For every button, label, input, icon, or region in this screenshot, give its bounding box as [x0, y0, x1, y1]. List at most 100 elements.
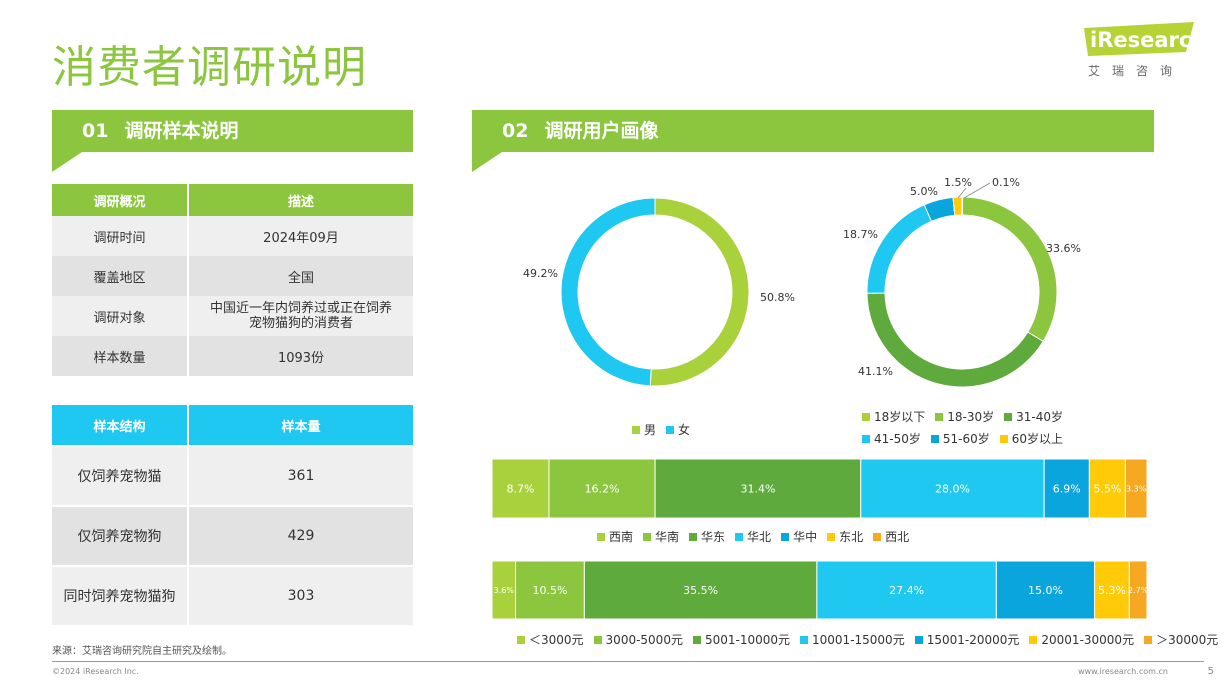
- age-leader-line: [963, 182, 991, 199]
- income-legend: ＜3000元 3000-5000元 5001-10000元 10001-15000元 1…: [517, 631, 1228, 648]
- table-row: 同时饲养宠物猫狗 303: [52, 565, 413, 625]
- region-bar-segment: [1043, 458, 1090, 519]
- age-leader-line: [957, 187, 967, 199]
- income-legend-item: 20001-30000元: [1029, 631, 1134, 648]
- table-cell: 仅饲养宠物猫: [52, 445, 187, 505]
- income-legend-item: 10001-15000元: [800, 631, 905, 648]
- table-header-row: 调研概况 描述: [52, 184, 413, 216]
- table-cell: 中国近一年内饲养过或正在饲养宠物猫狗的消费者: [187, 296, 413, 336]
- age-legend-label: 18-30岁: [947, 410, 995, 424]
- table-header-row: 样本结构 样本量: [52, 405, 413, 445]
- table-row: 调研对象 中国近一年内饲养过或正在饲养宠物猫狗的消费者: [52, 296, 413, 336]
- gender-data-label: 49.2%: [523, 267, 558, 280]
- page-number: 5: [1207, 666, 1214, 677]
- region-data-label: 5.5%: [1093, 483, 1121, 496]
- region-data-label: 6.9%: [1053, 483, 1081, 496]
- age-slice: [961, 196, 1058, 343]
- region-legend-label: 西北: [885, 530, 910, 544]
- region-data-label: 8.7%: [507, 483, 535, 496]
- region-legend-item: 华北: [735, 528, 771, 545]
- age-legend-label: 31-40岁: [1016, 410, 1064, 424]
- income-data-label: 3.6%: [494, 586, 515, 595]
- age-legend-label: 51-60岁: [942, 432, 990, 446]
- age-data-label: 41.1%: [858, 365, 893, 378]
- region-legend-label: 华南: [655, 530, 680, 544]
- age-legend-label: 41-50岁: [874, 432, 921, 446]
- income-legend-label: 10001-15000元: [812, 633, 905, 647]
- table-cell: 调研时间: [52, 216, 187, 256]
- income-legend-swatch: [517, 635, 525, 644]
- section2-title: 调研用户画像: [544, 120, 659, 142]
- table-cell: 仅饲养宠物狗: [52, 505, 187, 565]
- table-cell: 2024年09月: [187, 216, 413, 256]
- table-cell: 样本数量: [52, 336, 187, 376]
- sample-structure-table: 样本结构 样本量 仅饲养宠物猫 361 仅饲养宠物狗 429 同时饲养宠物猫狗 …: [52, 405, 413, 625]
- age-legend-item: 18岁以下: [862, 406, 925, 428]
- gender-legend-swatch: [632, 425, 640, 434]
- region-data-label: 28.0%: [935, 483, 970, 496]
- income-legend-label: 15001-20000元: [926, 633, 1020, 647]
- income-data-label: 5.3%: [1098, 584, 1126, 597]
- region-legend-item: 华中: [781, 528, 817, 545]
- gender-legend-label: 男: [644, 423, 657, 437]
- table-cell: 1093份: [187, 336, 413, 376]
- iresearch-logo: iResearch 艾瑞咨询: [1082, 22, 1204, 82]
- income-legend-label: 3000-5000元: [605, 633, 683, 647]
- table-cell: 覆盖地区: [52, 256, 187, 296]
- region-legend-item: 西南: [597, 528, 633, 545]
- region-legend-item: 东北: [827, 528, 863, 545]
- source-note: 来源：艾瑞咨询研究院自主研究及绘制。: [52, 646, 232, 657]
- age-data-label: 1.5%: [944, 176, 972, 189]
- region-legend-label: 华中: [793, 530, 818, 544]
- section1-title: 调研样本说明: [124, 120, 239, 142]
- logo-subtitle: 艾瑞咨询: [1088, 64, 1185, 78]
- income-data-label: 10.5%: [532, 584, 567, 597]
- region-data-label: 3.3%: [1126, 485, 1147, 494]
- income-legend-label: ＞30000元: [1156, 633, 1219, 647]
- gender-legend-label: 女: [678, 423, 691, 437]
- age-legend-swatch: [862, 435, 870, 443]
- age-legend-swatch: [862, 413, 870, 421]
- income-data-label: 2.7%: [1128, 586, 1149, 595]
- region-legend-item: 华南: [643, 528, 679, 545]
- section2-fold: [472, 152, 502, 172]
- table-row: 样本数量 1093份: [52, 336, 413, 376]
- age-data-label: 0.1%: [992, 176, 1020, 189]
- section1-number: 01: [82, 120, 109, 142]
- age-legend-item: 31-40岁: [1004, 406, 1063, 428]
- income-legend-label: ＜3000元: [529, 633, 584, 647]
- region-legend-swatch: [873, 532, 882, 541]
- age-legend-item: 60岁以上: [999, 428, 1063, 450]
- age-slice: [866, 204, 933, 294]
- region-bar-segment: [1124, 458, 1148, 519]
- age-legend-item: 51-60岁: [930, 428, 990, 450]
- website-link[interactable]: www.iresearch.com.cn: [1078, 667, 1168, 676]
- table-cell: 429: [187, 505, 413, 565]
- income-legend-item: 15001-20000元: [914, 631, 1020, 648]
- table-header-cell: 样本结构: [52, 405, 187, 445]
- table-cell: 361: [187, 445, 413, 505]
- region-legend-label: 华北: [747, 530, 772, 544]
- region-data-label: 16.2%: [585, 483, 620, 496]
- section2-number: 02: [502, 120, 529, 142]
- income-legend-label: 5001-10000元: [704, 633, 791, 647]
- age-legend-swatch: [930, 435, 939, 443]
- income-data-label: 15.0%: [1028, 584, 1063, 597]
- gender-legend: 男女: [632, 421, 700, 438]
- section1-fold: [52, 152, 82, 172]
- age-legend-swatch: [1004, 413, 1013, 421]
- income-data-label: 35.5%: [683, 584, 718, 597]
- age-legend-swatch: [935, 413, 944, 421]
- income-legend-swatch: [1029, 635, 1038, 644]
- table-row: 覆盖地区 全国: [52, 256, 413, 296]
- income-bar-segment: [995, 560, 1096, 620]
- region-bar-segment: [654, 458, 862, 519]
- table-header-cell: 描述: [187, 184, 413, 216]
- table-cell: 调研对象: [52, 296, 187, 336]
- income-bar-segment: [816, 560, 997, 620]
- gender-legend-swatch: [666, 425, 675, 434]
- region-legend-swatch: [735, 532, 744, 541]
- survey-overview-table: 调研概况 描述 调研时间 2024年09月 覆盖地区 全国 调研对象 中国近一年…: [52, 184, 413, 376]
- income-legend-item: 5001-10000元: [692, 631, 791, 648]
